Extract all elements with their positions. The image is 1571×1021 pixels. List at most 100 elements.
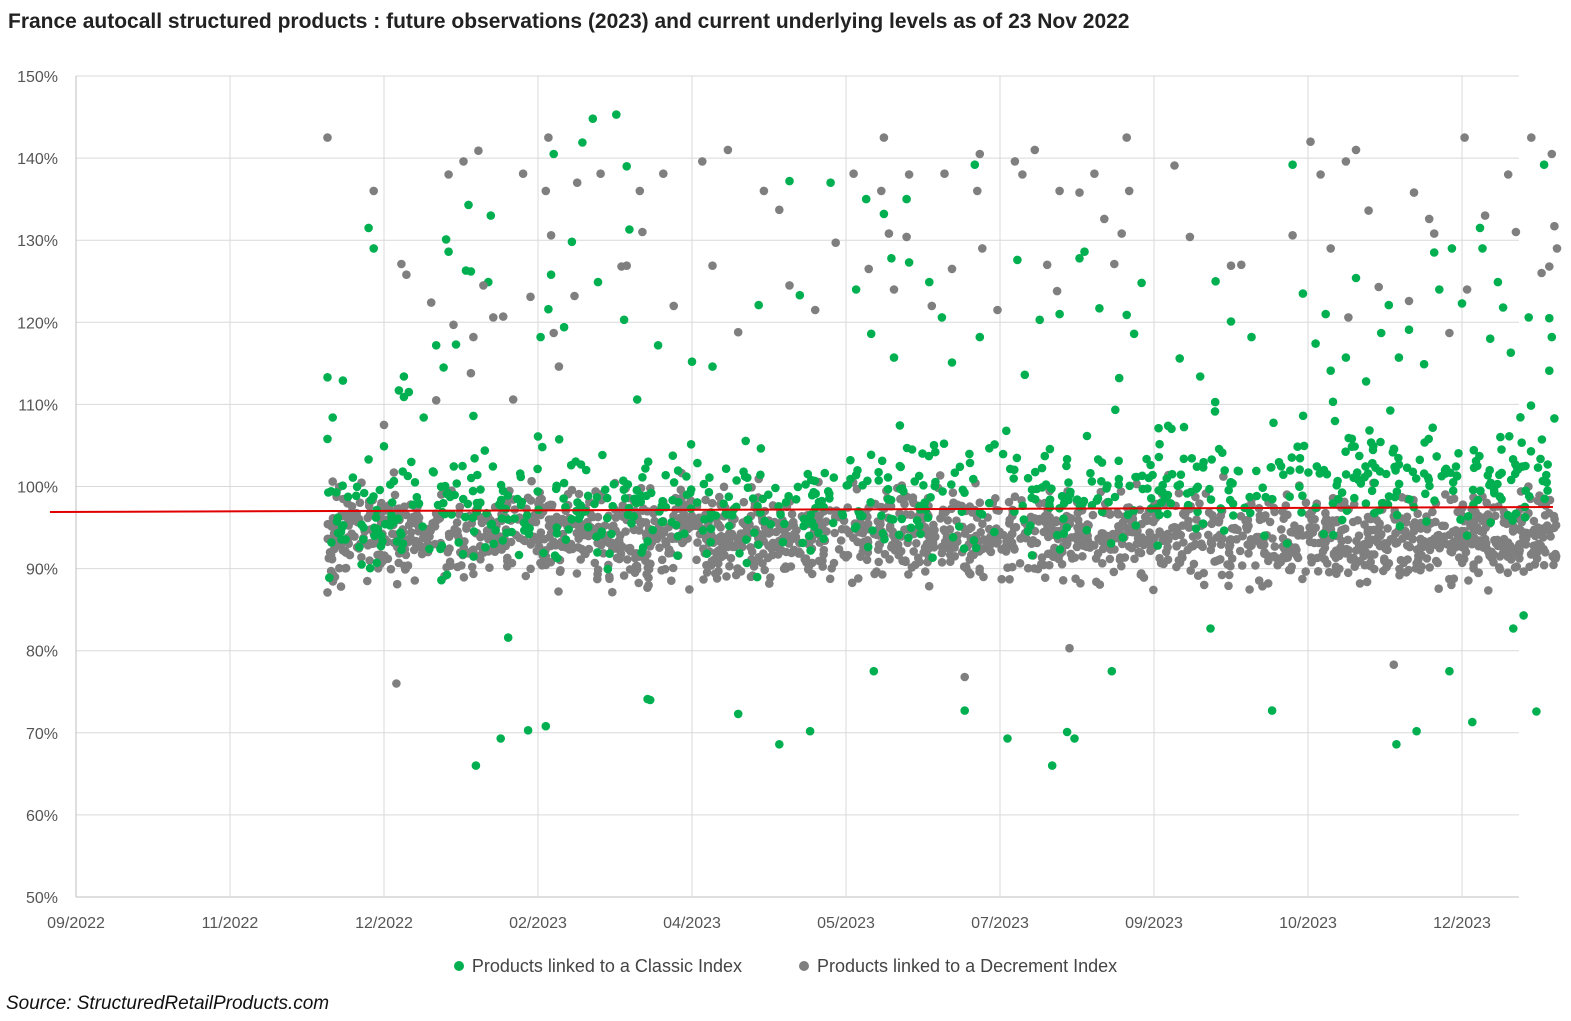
classic-point (371, 513, 381, 522)
classic-point (433, 500, 443, 510)
decrement-point (1483, 510, 1493, 519)
classic-point (1533, 463, 1543, 472)
decrement-point (1321, 508, 1330, 518)
classic-point (918, 449, 927, 458)
classic-point (829, 473, 839, 482)
classic-point (1062, 523, 1072, 532)
decrement-point (476, 555, 485, 564)
legend-item-classic: Products linked to a Classic Index (453, 956, 742, 977)
classic-point (440, 509, 450, 519)
decrement-point (650, 516, 659, 526)
decrement-point (1073, 523, 1082, 532)
decrement-point (965, 524, 974, 534)
classic-point (468, 513, 478, 523)
decrement-point (1301, 498, 1311, 508)
classic-point (1311, 339, 1320, 348)
classic-point (1198, 463, 1208, 472)
classic-point (965, 458, 975, 468)
decrement-point (1093, 549, 1103, 558)
classic-point (1167, 424, 1176, 434)
decrement-point (1283, 510, 1292, 520)
classic-point (1493, 479, 1502, 489)
classic-point (341, 535, 350, 544)
classic-point (1462, 531, 1472, 540)
classic-point (450, 490, 460, 500)
classic-point (1356, 479, 1366, 488)
decrement-point (815, 511, 824, 520)
decrement-point (687, 511, 696, 520)
decrement-point (1143, 538, 1153, 548)
decrement-point (1225, 537, 1235, 547)
decrement-point (1244, 549, 1253, 558)
decrement-point (341, 563, 351, 573)
decrement-point (1055, 186, 1064, 196)
decrement-point (1429, 229, 1439, 238)
classic-point (1532, 707, 1541, 716)
decrement-point (1134, 547, 1144, 557)
classic-point (1214, 444, 1224, 454)
classic-point (869, 666, 879, 676)
classic-point (1402, 463, 1412, 473)
decrement-point (1412, 559, 1421, 568)
classic-point (1478, 244, 1487, 253)
classic-point (1154, 486, 1163, 495)
classic-point (1392, 510, 1402, 520)
classic-point (1267, 706, 1277, 715)
decrement-point (1108, 529, 1118, 539)
decrement-point (1184, 516, 1193, 526)
classic-point (1545, 366, 1554, 376)
classic-point (583, 522, 593, 532)
decrement-point (874, 557, 883, 567)
classic-point (359, 488, 369, 498)
decrement-point (498, 312, 508, 321)
decrement-point (856, 552, 865, 561)
classic-point (775, 740, 784, 749)
classic-point (622, 162, 631, 171)
decrement-point (717, 552, 726, 562)
decrement-point (593, 512, 603, 522)
classic-point (1146, 460, 1155, 470)
classic-point (1517, 438, 1526, 448)
decrement-point (1379, 566, 1388, 576)
classic-point (743, 515, 753, 524)
decrement-point (787, 548, 796, 558)
decrement-point (909, 547, 918, 556)
decrement-point (800, 555, 809, 564)
decrement-point (1095, 580, 1105, 589)
classic-point (458, 549, 468, 559)
classic-point (574, 514, 584, 523)
decrement-point (709, 556, 719, 566)
classic-point (1392, 740, 1401, 749)
decrement-point (608, 587, 617, 597)
classic-point (370, 531, 379, 541)
decrement-point (1100, 214, 1109, 224)
decrement-point (459, 573, 469, 582)
decrement-point (715, 492, 724, 502)
decrement-point (323, 133, 332, 142)
classic-point (1526, 401, 1536, 410)
decrement-point (1124, 186, 1134, 196)
classic-point (743, 483, 753, 493)
decrement-point (655, 543, 664, 552)
classic-point (732, 476, 741, 485)
classic-point (486, 520, 496, 529)
decrement-point (489, 313, 498, 322)
decrement-point (849, 169, 858, 178)
decrement-point (607, 522, 617, 532)
decrement-point (1066, 549, 1076, 559)
decrement-point (1428, 507, 1437, 517)
decrement-point (392, 579, 402, 589)
decrement-point (1015, 559, 1025, 568)
classic-point (503, 633, 513, 642)
decrement-point (1341, 157, 1351, 166)
classic-point (925, 277, 934, 287)
decrement-point (1110, 259, 1119, 269)
decrement-point (921, 567, 930, 576)
classic-point (1304, 468, 1313, 477)
classic-point (625, 225, 634, 234)
decrement-point (947, 264, 957, 274)
decrement-point (810, 305, 820, 315)
decrement-point (485, 563, 494, 572)
classic-point (1268, 494, 1277, 504)
classic-point (1394, 353, 1404, 362)
